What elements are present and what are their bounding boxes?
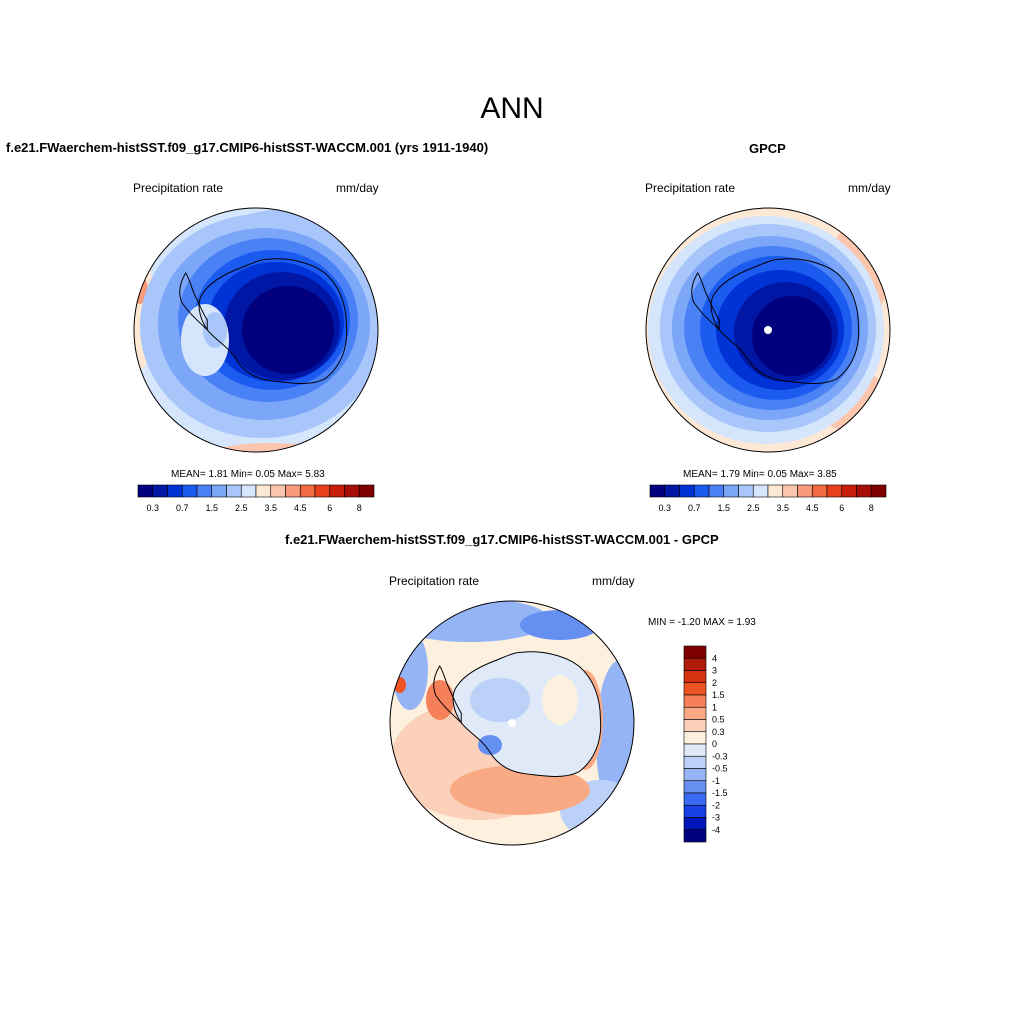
- map-panel3-difference: [389, 600, 635, 846]
- panel3-title: f.e21.FWaerchem-histSST.f09_g17.CMIP6-hi…: [285, 532, 719, 547]
- colorbar1-swatch: [181, 484, 198, 498]
- colorbar2-swatch: [841, 484, 857, 498]
- colorbar2-swatch: [767, 484, 784, 498]
- colorbar2-swatch: [649, 484, 666, 498]
- colorbar3-swatch: [683, 755, 707, 769]
- panel2-stats: MEAN= 1.79 Min= 0.05 Max= 3.85: [683, 469, 837, 480]
- colorbar3-swatch: [683, 670, 707, 684]
- colorbar-panel3: 4 3 2 1.5 1 0.5 0.3 0 -0.3 -0.5 -1 -1.5 -2 -3 -4: [683, 645, 728, 843]
- colorbar3-swatch: [683, 682, 707, 696]
- colorbar2-tick-label: 0.3: [658, 503, 671, 513]
- colorbar1-tick-label: 2.5: [235, 503, 248, 513]
- colorbar1-tick-label: 0.7: [176, 503, 189, 513]
- colorbar3-swatch: [683, 817, 707, 831]
- colorbar3-tick-label: 3: [712, 666, 717, 676]
- colorbar1-swatch: [285, 484, 301, 498]
- panel2-title: GPCP: [749, 141, 786, 156]
- colorbar3-swatch: [683, 780, 707, 794]
- colorbar1-swatch: [329, 484, 345, 498]
- colorbar1-tick-label: 6: [327, 503, 332, 513]
- colorbar1-swatch: [196, 484, 213, 498]
- colorbar2-tick-label: 2.5: [747, 503, 760, 513]
- panel1-title: f.e21.FWaerchem-histSST.f09_g17.CMIP6-hi…: [6, 140, 489, 155]
- colorbar2-swatch: [708, 484, 725, 498]
- colorbar3-tick-label: -2: [712, 800, 720, 810]
- colorbar1-tick-label: 0.3: [146, 503, 159, 513]
- colorbar3-tick-label: 1.5: [712, 690, 725, 700]
- colorbar3-swatch: [683, 829, 707, 843]
- figure-title: ANN: [480, 92, 544, 125]
- colorbar3-tick-label: -0.3: [712, 751, 728, 761]
- colorbar3-tick-label: -1.5: [712, 788, 728, 798]
- colorbar1-swatch: [255, 484, 272, 498]
- colorbar2-swatch: [826, 484, 843, 498]
- map-panel1-model: [133, 207, 379, 453]
- colorbar3-tick-label: -0.5: [712, 764, 728, 774]
- panel3-stats: MIN = -1.20 MAX = 1.93: [648, 617, 756, 628]
- colorbar2-tick-label: 8: [869, 503, 874, 513]
- colorbar2-swatch: [856, 484, 872, 498]
- colorbar3-tick-label: 0.5: [712, 715, 725, 725]
- panel3-variable-label: Precipitation rate: [389, 574, 480, 588]
- panel1-units-label: mm/day: [336, 181, 379, 195]
- colorbar2-tick-label: 0.7: [688, 503, 701, 513]
- colorbar3-swatch: [683, 768, 707, 782]
- colorbar1-swatch: [344, 484, 360, 498]
- colorbar1-swatch: [137, 484, 154, 498]
- colorbar3-tick-label: 0: [712, 739, 717, 749]
- colorbar2-swatch: [870, 484, 887, 498]
- colorbar2-swatch: [679, 484, 695, 498]
- colorbar3-tick-label: 1: [712, 702, 717, 712]
- panel1-stats: MEAN= 1.81 Min= 0.05 Max= 5.83: [171, 469, 325, 480]
- colorbar2-tick-label: 3.5: [776, 503, 789, 513]
- colorbar1-swatch: [314, 484, 331, 498]
- colorbar1-swatch: [270, 484, 286, 498]
- colorbar3-swatch: [683, 719, 707, 733]
- colorbar1-tick-label: 1.5: [205, 503, 218, 513]
- colorbar1-swatch: [358, 484, 375, 498]
- colorbar2-swatch: [752, 484, 769, 498]
- colorbar3-tick-label: -4: [712, 825, 720, 835]
- panel2-variable-label: Precipitation rate: [645, 181, 736, 195]
- colorbar1-swatch: [167, 484, 183, 498]
- panel2-units-label: mm/day: [848, 181, 891, 195]
- colorbar3-tick-label: -3: [712, 813, 720, 823]
- panel1-variable-label: Precipitation rate: [133, 181, 224, 195]
- colorbar2-swatch: [782, 484, 798, 498]
- colorbar2-swatch: [693, 484, 710, 498]
- colorbar3-tick-label: 2: [712, 678, 717, 688]
- colorbar3-swatch: [683, 731, 707, 745]
- colorbar3-swatch: [683, 694, 707, 708]
- colorbar1-swatch: [152, 484, 168, 498]
- colorbar3-swatch: [683, 792, 707, 806]
- colorbar3-swatch: [683, 743, 707, 757]
- colorbar3-tick-label: -1: [712, 776, 720, 786]
- map-panel2-gpcp: [645, 207, 891, 453]
- colorbar2-swatch: [811, 484, 828, 498]
- colorbar-panel1: 0.3 0.7 1.5 2.5 3.5 4.5 6 8: [137, 484, 375, 513]
- colorbar2-tick-label: 1.5: [717, 503, 730, 513]
- colorbar2-swatch: [738, 484, 754, 498]
- colorbar3-swatch: [683, 645, 707, 659]
- colorbar1-tick-label: 3.5: [264, 503, 277, 513]
- colorbar2-swatch: [797, 484, 813, 498]
- colorbar3-tick-label: 4: [712, 653, 717, 663]
- colorbar1-swatch: [240, 484, 257, 498]
- colorbar2-swatch: [664, 484, 680, 498]
- colorbar1-swatch: [211, 484, 227, 498]
- colorbar1-tick-label: 8: [357, 503, 362, 513]
- colorbar2-tick-label: 6: [839, 503, 844, 513]
- colorbar1-swatch: [226, 484, 242, 498]
- panel3-units-label: mm/day: [592, 574, 635, 588]
- colorbar1-tick-label: 4.5: [294, 503, 307, 513]
- colorbar3-swatch: [683, 804, 707, 818]
- colorbar-panel2: 0.3 0.7 1.5 2.5 3.5 4.5 6 8: [649, 484, 887, 513]
- colorbar3-swatch: [683, 706, 707, 720]
- colorbar3-swatch: [683, 657, 707, 671]
- colorbar2-tick-label: 4.5: [806, 503, 819, 513]
- colorbar3-tick-label: 0.3: [712, 727, 725, 737]
- colorbar1-swatch: [299, 484, 316, 498]
- colorbar2-swatch: [723, 484, 739, 498]
